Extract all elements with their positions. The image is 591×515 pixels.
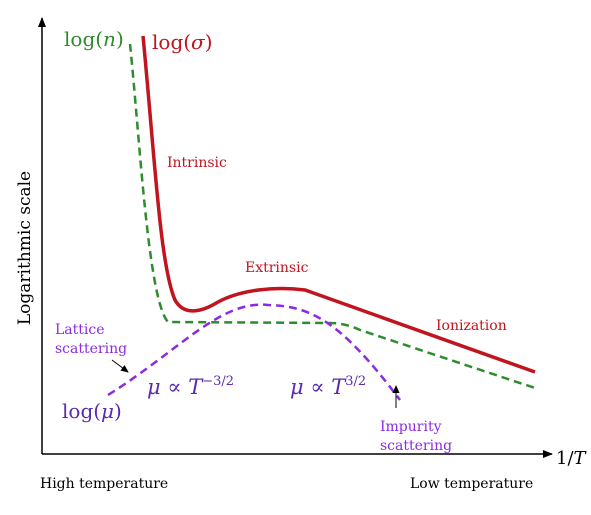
log-sigma-curve xyxy=(141,35,536,374)
log-sigma-label-suffix: ) xyxy=(205,30,213,54)
y-axis-label: Logarithmic scale xyxy=(15,171,35,325)
log-n-curve xyxy=(128,43,536,390)
extrinsic-label: Extrinsic xyxy=(245,260,309,276)
log-mu-label: log(μ) xyxy=(62,399,122,423)
log-sigma-label: log(σ) xyxy=(152,30,213,54)
intrinsic-label: Intrinsic xyxy=(167,155,227,171)
log-sigma-label-prefix: log( xyxy=(152,30,191,54)
log-n-label: log(n) xyxy=(64,27,124,51)
lattice-scattering-label-line2: scattering xyxy=(55,341,127,357)
ionization-label: Ionization xyxy=(436,318,507,334)
log-n-label-var: n xyxy=(103,27,116,51)
log-sigma-label-var: σ xyxy=(191,30,206,54)
log-mu-label-suffix: ) xyxy=(114,399,122,423)
lattice-scattering-label-line1: Lattice xyxy=(55,322,105,338)
log-mu-label-var: μ xyxy=(101,399,114,423)
x-axis-name-main: 1/ xyxy=(556,448,574,469)
log-mu-label-prefix: log( xyxy=(62,399,101,423)
mu-low-temp-exp: 3/2 xyxy=(345,374,366,389)
x-axis-name-var: T xyxy=(574,448,588,469)
log-mu-curve xyxy=(107,303,401,401)
low-temperature-label: Low temperature xyxy=(410,476,533,492)
lattice-scattering-arrow xyxy=(111,359,129,373)
mu-low-temp-base: μ ∝ T xyxy=(290,375,347,399)
impurity-scattering-label-line1: Impurity xyxy=(380,419,442,435)
impurity-scattering-label-line2: scattering xyxy=(380,438,452,454)
x-axis-name: 1/T xyxy=(556,448,588,469)
mu-high-temp-relation: μ ∝ T−3/2 xyxy=(147,374,234,399)
log-n-label-prefix: log( xyxy=(64,27,103,51)
mu-high-temp-exp: −3/2 xyxy=(202,374,234,389)
high-temperature-label: High temperature xyxy=(40,476,168,492)
mu-high-temp-base: μ ∝ T xyxy=(147,375,204,399)
log-n-label-suffix: ) xyxy=(116,27,124,51)
mu-low-temp-relation: μ ∝ T3/2 xyxy=(290,374,366,399)
